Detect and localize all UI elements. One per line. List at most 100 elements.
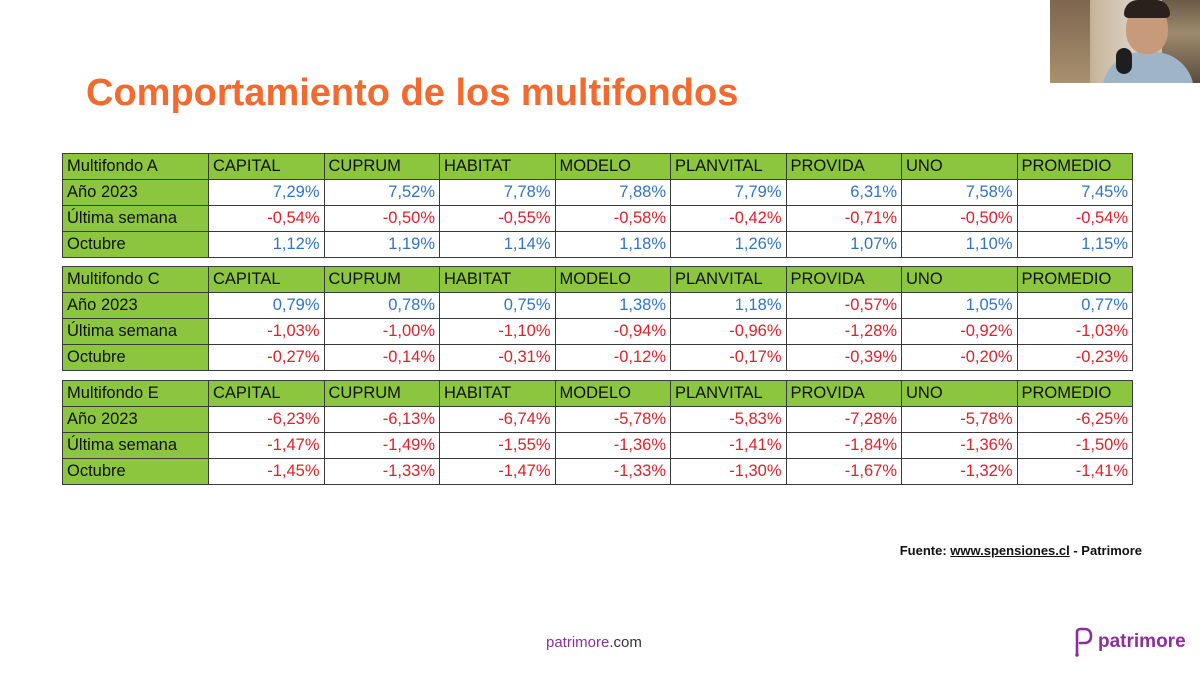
value-cell: 1,38%	[554, 292, 671, 319]
value-cell: -5,78%	[554, 406, 671, 433]
value-cell: -1,33%	[554, 458, 671, 485]
patrimore-p-icon	[1075, 627, 1093, 657]
value-cell: -0,57%	[785, 292, 902, 319]
value-cell: 7,52%	[323, 179, 440, 206]
value-cell: -0,27%	[208, 344, 325, 371]
table-row: Año 2023 7,29% 7,52% 7,78% 7,88% 7,79% 6,31% 7,…	[62, 179, 1133, 206]
value-cell: -0,50%	[323, 205, 440, 232]
value-cell: -1,03%	[208, 318, 325, 345]
row-label: Octubre	[62, 231, 209, 258]
value-cell: -5,83%	[670, 406, 787, 433]
value-cell: -0,54%	[208, 205, 325, 232]
column-header: UNO	[901, 380, 1018, 407]
column-header: PROVIDA	[785, 266, 902, 293]
value-cell: -6,74%	[439, 406, 556, 433]
multifondo-table: Multifondo A CAPITAL CUPRUM HABITAT MODELO PL…	[62, 153, 1133, 258]
value-cell: -1,33%	[323, 458, 440, 485]
brand-logo: patrimore	[1072, 626, 1186, 658]
table-row: Octubre -1,45% -1,33% -1,47% -1,33% -1,30% -1,…	[62, 458, 1133, 485]
value-cell: -1,50%	[1016, 432, 1133, 459]
value-cell: 7,29%	[208, 179, 325, 206]
value-cell: -1,30%	[670, 458, 787, 485]
column-header: UNO	[901, 266, 1018, 293]
table-row: Última semana -0,54% -0,50% -0,55% -0,58% -0,…	[62, 205, 1133, 232]
column-header: PLANVITAL	[670, 380, 787, 407]
value-cell: -1,41%	[1016, 458, 1133, 485]
value-cell: -1,49%	[323, 432, 440, 459]
value-cell: -0,14%	[323, 344, 440, 371]
value-cell: 7,45%	[1016, 179, 1133, 206]
column-header: MODELO	[554, 266, 671, 293]
value-cell: -1,45%	[208, 458, 325, 485]
value-cell: -6,13%	[323, 406, 440, 433]
table-header-row: Multifondo C CAPITAL CUPRUM HABITAT MODELO PL…	[62, 266, 1133, 293]
column-header: UNO	[901, 153, 1018, 180]
table-header-row: Multifondo A CAPITAL CUPRUM HABITAT MODELO PL…	[62, 153, 1133, 180]
table-row: Última semana -1,03% -1,00% -1,10% -0,94% -0,…	[62, 318, 1133, 345]
row-label: Año 2023	[62, 179, 209, 206]
value-cell: -0,31%	[439, 344, 556, 371]
value-cell: -7,28%	[785, 406, 902, 433]
row-label: Última semana	[62, 205, 209, 232]
table-name: Multifondo E	[62, 380, 209, 407]
value-cell: -0,23%	[1016, 344, 1133, 371]
value-cell: 0,75%	[439, 292, 556, 319]
multifondo-table: Multifondo E CAPITAL CUPRUM HABITAT MODELO PL…	[62, 380, 1133, 485]
value-cell: -1,47%	[208, 432, 325, 459]
value-cell: -0,55%	[439, 205, 556, 232]
value-cell: 7,79%	[670, 179, 787, 206]
value-cell: -1,28%	[785, 318, 902, 345]
table-header-row: Multifondo E CAPITAL CUPRUM HABITAT MODELO PL…	[62, 380, 1133, 407]
value-cell: 1,15%	[1016, 231, 1133, 258]
column-header: PROVIDA	[785, 380, 902, 407]
value-cell: -0,39%	[785, 344, 902, 371]
value-cell: -1,47%	[439, 458, 556, 485]
multifondo-table: Multifondo C CAPITAL CUPRUM HABITAT MODELO PL…	[62, 266, 1133, 371]
column-header: MODELO	[554, 153, 671, 180]
table-row: Año 2023 0,79% 0,78% 0,75% 1,38% 1,18% -0,57% 1…	[62, 292, 1133, 319]
microphone-icon	[1116, 48, 1132, 74]
value-cell: -1,00%	[323, 318, 440, 345]
column-header: CUPRUM	[323, 266, 440, 293]
column-header: PROMEDIO	[1016, 266, 1133, 293]
column-header: CAPITAL	[208, 266, 325, 293]
column-header: CAPITAL	[208, 153, 325, 180]
brand-name: patrimore	[1098, 631, 1186, 652]
value-cell: -6,25%	[1016, 406, 1133, 433]
value-cell: 7,78%	[439, 179, 556, 206]
table-name: Multifondo C	[62, 266, 209, 293]
value-cell: -0,71%	[785, 205, 902, 232]
value-cell: 1,07%	[785, 231, 902, 258]
value-cell: -0,12%	[554, 344, 671, 371]
table-row: Octubre 1,12% 1,19% 1,14% 1,18% 1,26% 1,07% 1,1…	[62, 231, 1133, 258]
value-cell: -0,58%	[554, 205, 671, 232]
column-header: PLANVITAL	[670, 266, 787, 293]
value-cell: 0,79%	[208, 292, 325, 319]
column-header: PLANVITAL	[670, 153, 787, 180]
row-label: Octubre	[62, 458, 209, 485]
row-label: Año 2023	[62, 406, 209, 433]
value-cell: -1,84%	[785, 432, 902, 459]
source-note: Fuente: www.spensiones.cl - Patrimore	[899, 543, 1142, 558]
source-link[interactable]: www.spensiones.cl	[950, 543, 1070, 558]
value-cell: 1,10%	[901, 231, 1018, 258]
column-header: CUPRUM	[323, 380, 440, 407]
presenter-webcam	[1050, 0, 1200, 83]
value-cell: -0,17%	[670, 344, 787, 371]
row-label: Última semana	[62, 432, 209, 459]
column-header: MODELO	[554, 380, 671, 407]
column-header: CUPRUM	[323, 153, 440, 180]
value-cell: -0,54%	[1016, 205, 1133, 232]
value-cell: -1,32%	[901, 458, 1018, 485]
value-cell: 6,31%	[785, 179, 902, 206]
value-cell: 0,77%	[1016, 292, 1133, 319]
slide-title: Comportamiento de los multifondos	[86, 72, 739, 114]
value-cell: -1,10%	[439, 318, 556, 345]
footer-url: patrimore.com	[546, 634, 642, 651]
value-cell: 1,18%	[554, 231, 671, 258]
value-cell: -1,67%	[785, 458, 902, 485]
column-header: HABITAT	[439, 380, 556, 407]
value-cell: -0,96%	[670, 318, 787, 345]
value-cell: -0,42%	[670, 205, 787, 232]
value-cell: 0,78%	[323, 292, 440, 319]
